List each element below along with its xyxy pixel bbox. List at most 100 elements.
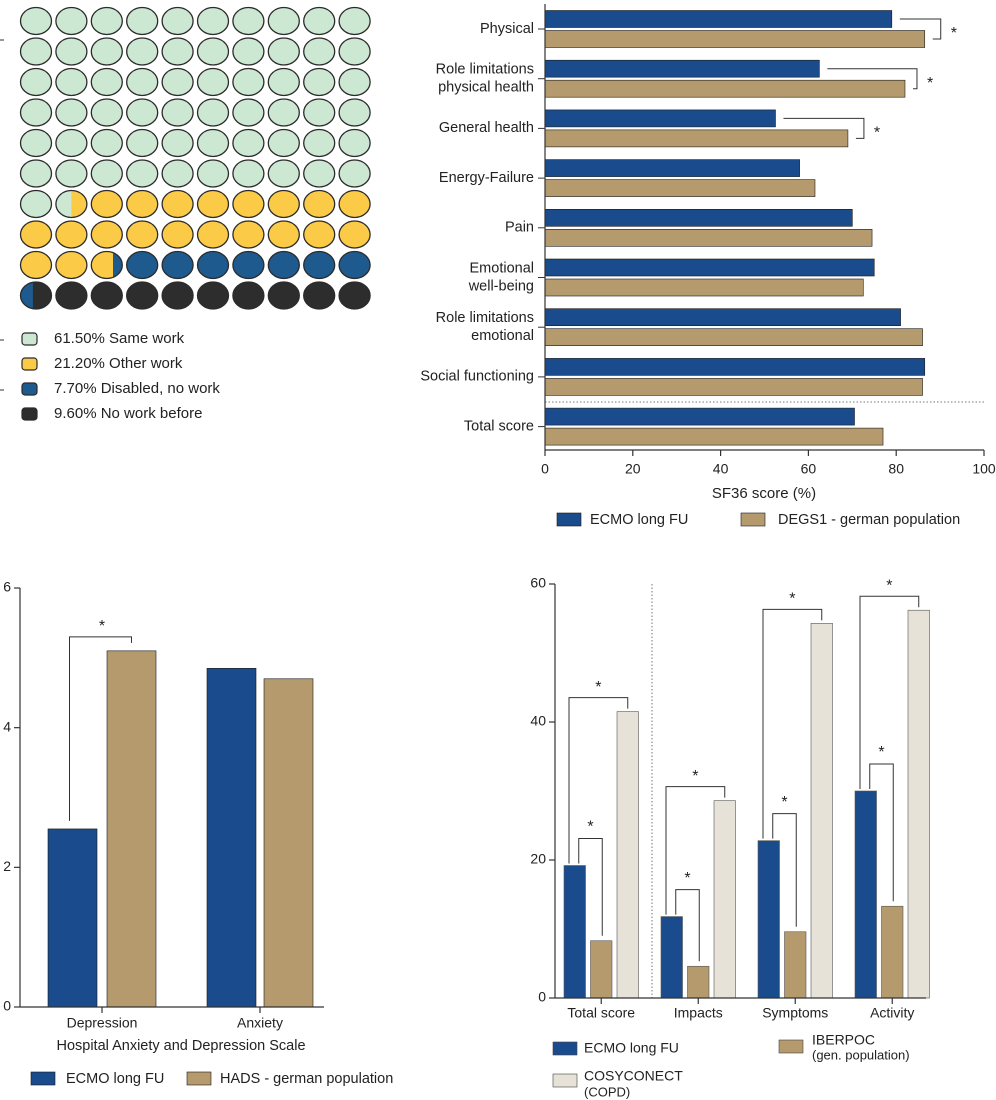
waffle-cell (303, 220, 336, 249)
sf36-bar-degs1 (544, 378, 923, 396)
waffle-cell (338, 189, 371, 219)
copd-significance-bracket (665, 786, 726, 915)
copd-bar-cosyconect (907, 609, 930, 999)
sf36-chart: Physical Role limitations physical health G… (420, 4, 996, 528)
waffle-cell (19, 159, 53, 188)
sf36-bar-degs1 (544, 427, 884, 446)
waffle-cell (55, 37, 88, 66)
sf36-category-label: Social functioning (420, 369, 534, 385)
waffle-cell (161, 159, 194, 188)
copd-legend-swatch-cosyconect (552, 1073, 578, 1088)
sf36-x-tick-label: 60 (801, 461, 817, 477)
copd-legend-label: (COPD) (584, 1084, 630, 1099)
copd-significance-bracket (578, 838, 603, 936)
waffle-cell (232, 6, 265, 36)
sf36-category-label: Pain (505, 220, 534, 236)
copd-significance-star: * (587, 819, 593, 836)
waffle-cell (196, 220, 230, 249)
waffle-cell (19, 67, 53, 97)
waffle-cell (161, 67, 194, 97)
sf36-category-label: General health (439, 120, 534, 136)
waffle-cell (55, 220, 88, 249)
waffle-cell (338, 250, 371, 280)
waffle-cell (232, 189, 265, 219)
waffle-cell (19, 128, 53, 158)
waffle-cell (55, 250, 88, 280)
waffle-cell (19, 189, 53, 219)
copd-bar-ecmo (757, 840, 780, 999)
waffle-cell (90, 220, 123, 249)
copd-significance-star: * (886, 577, 892, 594)
waffle-cell (55, 159, 88, 188)
sf36-x-tick-label: 0 (541, 461, 549, 477)
waffle-legend-swatch (21, 382, 38, 396)
waffle-cell (232, 250, 265, 280)
copd-bar-iberpoc (881, 905, 904, 999)
sf36-category-label: physical health (438, 80, 534, 96)
hads-axis-title: Hospital Anxiety and Depression Scale (56, 1038, 305, 1054)
waffle-cell (267, 37, 300, 66)
copd-significance-star: * (789, 591, 795, 608)
waffle-cell (90, 37, 123, 66)
copd-legend-label: COSYCONECT (584, 1068, 683, 1084)
copd-significance-bracket (772, 813, 797, 927)
waffle-cell (126, 37, 159, 66)
waffle-chart: 61.50% Same work 21.20% Other work 7.70% D… (19, 6, 371, 422)
waffle-cell (55, 189, 88, 219)
copd-legend-label: ECMO long FU (584, 1040, 679, 1056)
waffle-cell (161, 220, 194, 249)
waffle-cell-part (113, 251, 123, 279)
waffle-cell (126, 6, 159, 36)
waffle-cell (196, 98, 230, 127)
hads-bar-reference (263, 678, 314, 1008)
waffle-cell (232, 37, 265, 66)
waffle-cell (19, 37, 53, 66)
copd-bar-iberpoc (687, 965, 710, 999)
copd-y-tick-label: 20 (530, 851, 546, 867)
hads-legend-label: HADS - german population (220, 1071, 393, 1087)
waffle-cell (19, 250, 53, 280)
hads-bar-reference (106, 650, 157, 1008)
waffle-cell (338, 98, 371, 127)
waffle-cell (303, 281, 336, 310)
waffle-cell-part (91, 251, 114, 279)
waffle-cell (19, 220, 53, 249)
waffle-cell (55, 128, 88, 158)
waffle-cell (19, 98, 53, 127)
waffle-legend-label: 7.70% Disabled, no work (54, 380, 220, 397)
copd-legend-swatch-iberpoc (778, 1039, 804, 1054)
sf36-legend-label: ECMO long FU (590, 512, 688, 528)
sf36-category-label: Role limitations (436, 310, 534, 326)
waffle-cell (267, 220, 300, 249)
waffle-cell (232, 98, 265, 127)
waffle-cell (90, 67, 123, 97)
waffle-cell (196, 37, 230, 66)
waffle-cell (55, 98, 88, 127)
copd-category-label: Symptoms (762, 1005, 828, 1021)
sf36-category-label: Physical (480, 21, 534, 37)
waffle-cell (303, 189, 336, 219)
sf36-category-label: Role limitations (436, 62, 534, 78)
sf36-bar-ecmo (544, 209, 853, 227)
waffle-cell (126, 189, 159, 219)
waffle-cell (126, 67, 159, 97)
waffle-cell (90, 250, 123, 280)
sf36-legend-swatch-ecmo (556, 512, 582, 527)
waffle-cell (161, 128, 194, 158)
sf36-bar-degs1 (544, 30, 926, 48)
copd-y-tick-label: 0 (538, 989, 546, 1005)
hads-category-label: Depression (67, 1015, 138, 1031)
waffle-cell (338, 220, 371, 249)
copd-bar-ecmo (660, 916, 683, 999)
waffle-legend-label: 21.20% Other work (54, 355, 183, 372)
waffle-cell (19, 281, 53, 310)
waffle-cell (232, 67, 265, 97)
waffle-cell (161, 37, 194, 66)
hads-legend-label: ECMO long FU (66, 1071, 164, 1087)
copd-bar-cosyconect (810, 623, 833, 999)
waffle-legend-swatch (21, 357, 38, 371)
sf36-x-tick-label: 20 (625, 461, 641, 477)
sf36-bar-ecmo (544, 10, 893, 28)
copd-bar-iberpoc (590, 940, 613, 999)
sf36-bar-ecmo (544, 358, 926, 376)
